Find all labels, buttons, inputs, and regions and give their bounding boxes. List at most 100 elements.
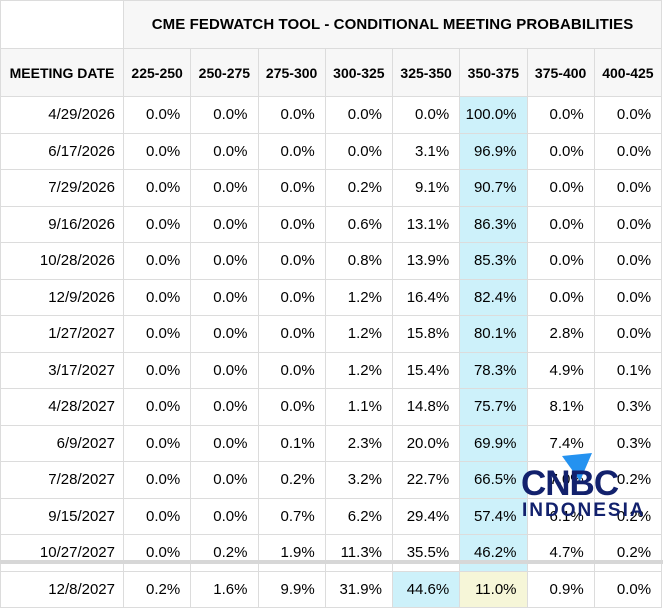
probability-cell: 0.2% bbox=[324, 169, 394, 207]
table-row: 3/17/2027 0.0% 0.0% 0.0% 1.2% 15.4% 78.3% 4.9% 0… bbox=[0, 351, 663, 389]
probability-cell: 0.2% bbox=[593, 497, 663, 535]
table-row: 4/28/2027 0.0% 0.0% 0.0% 1.1% 14.8% 75.7% 8.1% 0… bbox=[0, 388, 663, 426]
probability-cell: 0.0% bbox=[190, 351, 259, 389]
meeting-date-cell: 7/29/2026 bbox=[0, 169, 124, 207]
probability-cell: 15.4% bbox=[391, 351, 461, 389]
probability-cell: 0.0% bbox=[593, 205, 663, 243]
table-row: 7/28/2027 0.0% 0.0% 0.2% 3.2% 22.7% 66.5% 7.0% 0… bbox=[0, 461, 663, 499]
probability-cell: 0.2% bbox=[122, 570, 192, 608]
meeting-date-cell: 4/28/2027 bbox=[0, 388, 124, 426]
probability-cell: 0.0% bbox=[122, 351, 192, 389]
probability-cell: 0.0% bbox=[593, 96, 663, 134]
table-row: 12/9/2026 0.0% 0.0% 0.0% 1.2% 16.4% 82.4% 0.0% 0… bbox=[0, 278, 663, 316]
probability-cell: 0.0% bbox=[526, 132, 595, 170]
probability-cell: 0.0% bbox=[593, 132, 663, 170]
probability-cell: 0.0% bbox=[122, 242, 192, 280]
probability-cell: 0.0% bbox=[190, 388, 259, 426]
probability-cell: 0.0% bbox=[257, 388, 326, 426]
probability-cell: 13.9% bbox=[391, 242, 461, 280]
probability-cell: 0.0% bbox=[190, 169, 259, 207]
probability-cell: 0.0% bbox=[593, 315, 663, 353]
probability-cell: 9.1% bbox=[391, 169, 461, 207]
probability-cell: 1.2% bbox=[324, 315, 394, 353]
probability-cell: 0.0% bbox=[257, 96, 326, 134]
table-row: 7/29/2026 0.0% 0.0% 0.0% 0.2% 9.1% 90.7% 0.0% 0.… bbox=[0, 169, 663, 207]
probability-cell: 4.7% bbox=[526, 534, 595, 572]
meeting-date-cell: 10/28/2026 bbox=[0, 242, 124, 280]
probability-cell: 0.0% bbox=[122, 315, 192, 353]
table-row: 4/29/2026 0.0% 0.0% 0.0% 0.0% 0.0% 100.0% 0.0% 0… bbox=[0, 96, 663, 134]
meeting-date-cell: 12/8/2027 bbox=[0, 570, 124, 608]
probability-cell: 0.2% bbox=[257, 461, 326, 499]
probability-cell: 0.1% bbox=[257, 424, 326, 462]
probability-cell: 0.0% bbox=[122, 461, 192, 499]
probability-cell: 0.0% bbox=[324, 96, 394, 134]
probability-cell: 0.0% bbox=[593, 242, 663, 280]
probability-cell: 8.1% bbox=[526, 388, 595, 426]
probability-cell: 0.0% bbox=[257, 278, 326, 316]
probability-cell: 20.0% bbox=[391, 424, 461, 462]
probability-cell: 0.0% bbox=[190, 205, 259, 243]
probability-cell: 80.1% bbox=[459, 315, 528, 353]
meeting-date-cell: 1/27/2027 bbox=[0, 315, 124, 353]
probability-cell: 0.3% bbox=[593, 424, 663, 462]
probability-cell: 0.0% bbox=[190, 315, 259, 353]
probability-cell: 7.0% bbox=[526, 461, 595, 499]
table-body: 4/29/2026 0.0% 0.0% 0.0% 0.0% 0.0% 100.0% 0.0% 0… bbox=[0, 96, 663, 608]
probability-cell: 0.0% bbox=[526, 205, 595, 243]
table-row: 10/28/2026 0.0% 0.0% 0.0% 0.8% 13.9% 85.3% 0.0%… bbox=[0, 242, 663, 280]
probability-cell: 13.1% bbox=[391, 205, 461, 243]
column-header-row: MEETING DATE 225-250 250-275 275-300 300-32… bbox=[0, 48, 663, 97]
probability-cell: 0.0% bbox=[122, 497, 192, 535]
probability-cell: 0.0% bbox=[190, 424, 259, 462]
probability-cell: 96.9% bbox=[459, 132, 528, 170]
table-row: 9/15/2027 0.0% 0.0% 0.7% 6.2% 29.4% 57.4% 6.1% 0… bbox=[0, 497, 663, 535]
probability-cell: 6.1% bbox=[526, 497, 595, 535]
probability-cell: 0.0% bbox=[391, 96, 461, 134]
probability-cell: 57.4% bbox=[459, 497, 528, 535]
probability-cell: 0.0% bbox=[122, 132, 192, 170]
probability-cell: 29.4% bbox=[391, 497, 461, 535]
probability-cell: 9.9% bbox=[257, 570, 326, 608]
meeting-date-cell: 7/28/2027 bbox=[0, 461, 124, 499]
table-row: 12/8/2027 0.2% 1.6% 9.9% 31.9% 44.6% 11.0% 0.9%… bbox=[0, 570, 663, 608]
table-row: 10/27/2027 0.0% 0.2% 1.9% 11.3% 35.5% 46.2% 4.7… bbox=[0, 534, 663, 572]
rate-header-250-275: 250-275 bbox=[190, 48, 259, 97]
probability-cell: 0.0% bbox=[324, 132, 394, 170]
probability-cell: 44.6% bbox=[391, 570, 461, 608]
probability-cell: 75.7% bbox=[459, 388, 528, 426]
probability-cell: 0.0% bbox=[122, 278, 192, 316]
probability-cell: 0.0% bbox=[257, 242, 326, 280]
probability-cell: 1.1% bbox=[324, 388, 394, 426]
probability-cell: 0.0% bbox=[593, 570, 663, 608]
rate-header-400-425: 400-425 bbox=[593, 48, 663, 97]
probability-cell: 0.0% bbox=[122, 169, 192, 207]
probability-cell: 2.3% bbox=[324, 424, 394, 462]
meeting-date-cell: 9/16/2026 bbox=[0, 205, 124, 243]
probability-cell: 1.9% bbox=[257, 534, 326, 572]
probability-cell: 1.2% bbox=[324, 351, 394, 389]
probability-cell: 35.5% bbox=[391, 534, 461, 572]
probability-cell: 1.6% bbox=[190, 570, 259, 608]
probability-cell: 22.7% bbox=[391, 461, 461, 499]
window-bottom-edge bbox=[0, 560, 663, 564]
probability-cell: 0.0% bbox=[526, 242, 595, 280]
probability-cell: 0.0% bbox=[257, 169, 326, 207]
rate-header-375-400: 375-400 bbox=[526, 48, 595, 97]
probability-cell: 0.1% bbox=[593, 351, 663, 389]
probability-cell: 11.0% bbox=[459, 570, 528, 608]
probability-cell: 0.0% bbox=[257, 351, 326, 389]
probability-cell: 0.7% bbox=[257, 497, 326, 535]
probability-cell: 4.9% bbox=[526, 351, 595, 389]
probability-cell: 3.1% bbox=[391, 132, 461, 170]
probability-cell: 0.2% bbox=[593, 534, 663, 572]
probability-cell: 0.2% bbox=[190, 534, 259, 572]
probability-cell: 0.0% bbox=[526, 278, 595, 316]
probability-cell: 1.2% bbox=[324, 278, 394, 316]
probability-cell: 14.8% bbox=[391, 388, 461, 426]
probability-cell: 0.0% bbox=[122, 534, 192, 572]
meeting-date-cell: 3/17/2027 bbox=[0, 351, 124, 389]
probability-cell: 78.3% bbox=[459, 351, 528, 389]
probability-cell: 0.8% bbox=[324, 242, 394, 280]
meeting-date-cell: 10/27/2027 bbox=[0, 534, 124, 572]
